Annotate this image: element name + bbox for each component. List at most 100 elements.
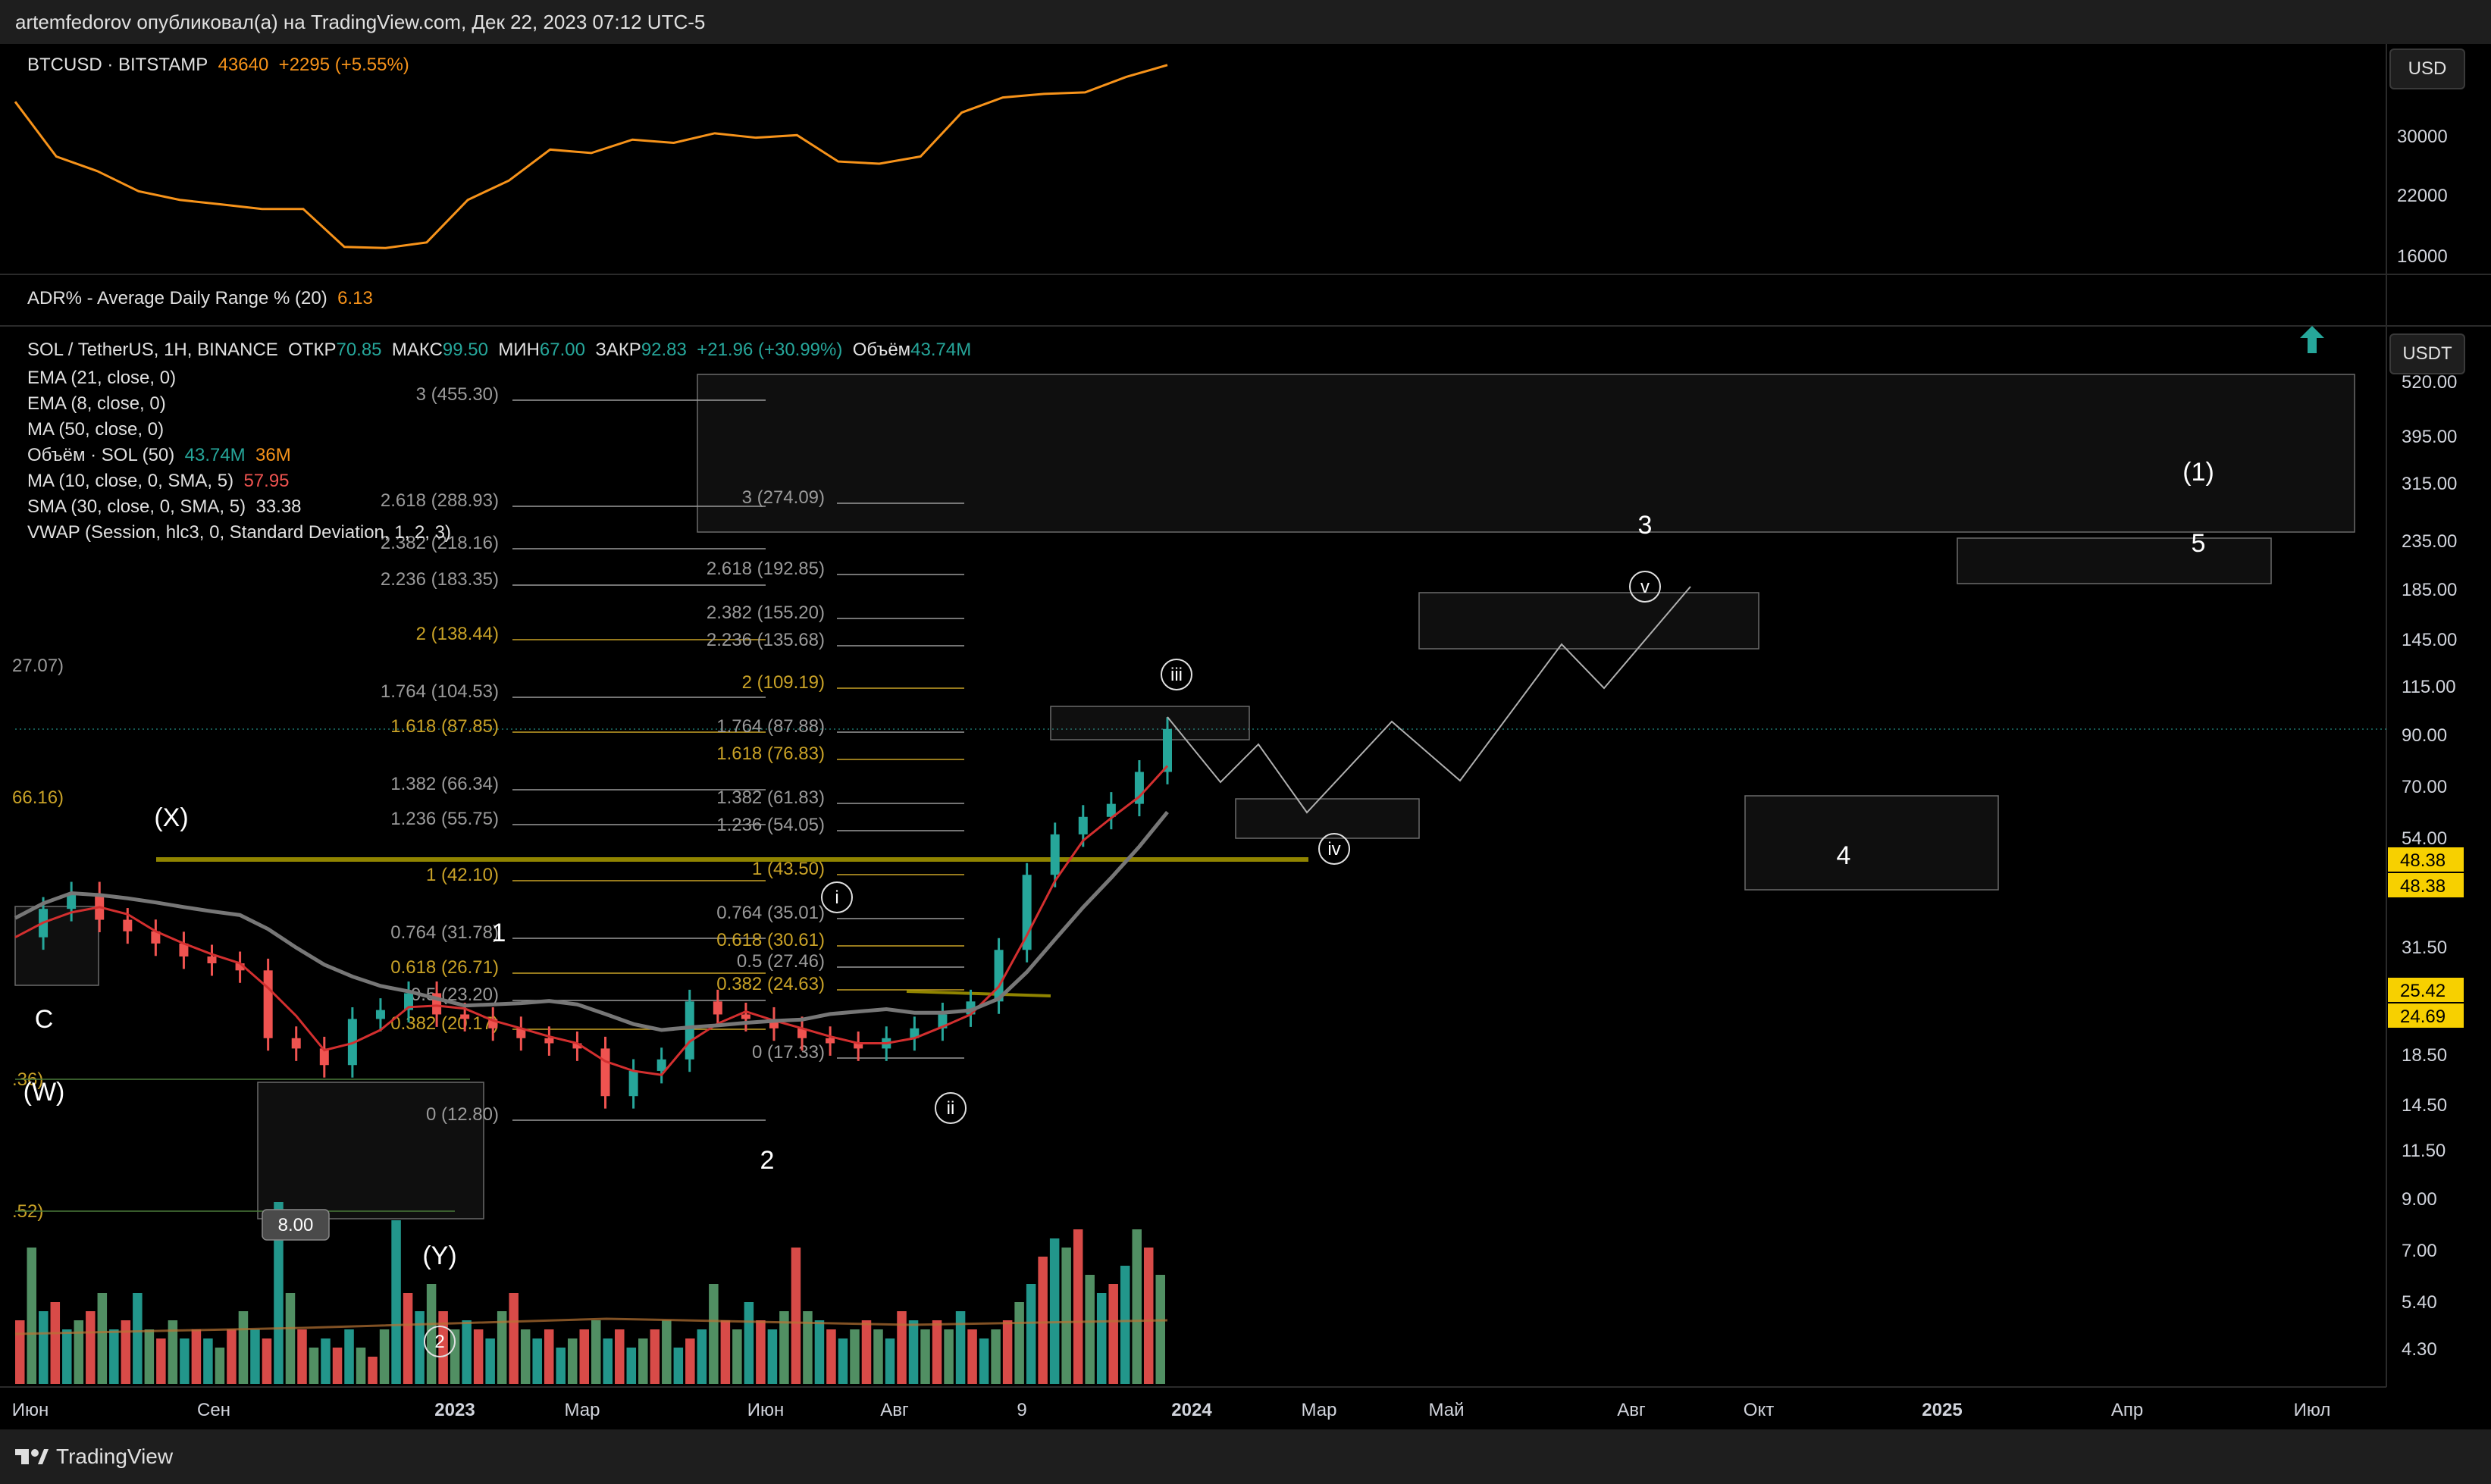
projection-box [1418,592,1759,650]
indicator-sma30[interactable]: SMA (30, close, 0, SMA, 5) 33.38 [27,494,451,520]
volume-bar [15,1320,25,1384]
candle-body [235,963,245,971]
fib-left-label: 1 (42.10) [426,865,499,885]
wave-label: ii [947,1098,955,1119]
volume-bar [50,1302,61,1384]
adr-value: 6.13 [337,288,373,308]
volume-bar [861,1320,872,1384]
open-label: ОТКР [288,340,337,360]
time-axis-tick: Май [1428,1400,1464,1420]
projection-box [1050,706,1250,740]
volume-bar [274,1202,284,1384]
volume-bar [180,1338,190,1384]
volume-bar [250,1329,260,1384]
projection-box [1235,798,1420,839]
time-axis-tick: Сен [197,1400,230,1420]
wave-label: 2 [434,1332,444,1352]
candle-body [628,1070,638,1097]
volume-bar [1049,1238,1060,1384]
price-axis-tick: 18.50 [2402,1045,2447,1066]
support-line [906,990,1051,997]
wave-label: iii [1170,665,1183,685]
fib-edge-label: 66.16) [12,787,64,808]
volume-bar [1061,1248,1071,1384]
high-value: 99.50 [442,340,488,360]
projection-box [257,1082,484,1219]
volume-bar [1026,1284,1036,1384]
main-currency-button[interactable]: USDT [2389,333,2465,374]
projection-path [1167,586,1691,814]
btc-price: 43640 [218,55,269,75]
fib-left-label: 1.382 (66.34) [390,774,499,794]
volume-bar [168,1320,178,1384]
indicator-volume[interactable]: Объём · SOL (50) 43.74M 36M [27,443,451,468]
price-tag-label: 24.69 [2400,1007,2446,1027]
volume-bar [732,1329,742,1384]
publish-header: artemfedorov опубликовал(а) на TradingVi… [0,0,2491,44]
tradingview-logo[interactable]: TradingView [15,1445,173,1469]
volume-bar [779,1311,789,1384]
candle-body [179,943,189,956]
price-axis-tick: 9.00 [2402,1189,2437,1210]
volume-bar [697,1329,707,1384]
time-axis-tick: Мар [565,1400,600,1420]
price-axis-tick: 520.00 [2402,372,2457,393]
indicator-volume-v1: 43.74M [184,445,246,465]
wave-label: 3 [1638,511,1653,540]
volume-bar [756,1320,766,1384]
time-axis-tick: Окт [1744,1400,1774,1420]
volume-bar [121,1320,131,1384]
fib-left-label: 0.764 (31.78) [390,922,499,943]
indicator-ma10[interactable]: MA (10, close, 0, SMA, 5) 57.95 [27,468,451,494]
volume-bar [426,1284,437,1384]
wave-label: (1) [2182,458,2214,487]
volume-bar [97,1293,108,1384]
indicator-vwap[interactable]: VWAP (Session, hlc3, 0, Standard Deviati… [27,522,451,543]
indicator-ma50[interactable]: MA (50, close, 0) [27,419,164,440]
fib-right-label: 2 (109.19) [742,672,825,693]
volume-bar [403,1293,413,1384]
price-tag [2388,978,2464,1002]
volume-bar [767,1329,778,1384]
volume-bar [473,1329,484,1384]
candle-body [910,1028,920,1038]
fib-right-label: 0.618 (30.61) [716,930,825,950]
projection-box [1957,537,2272,584]
time-axis-tick: Мар [1302,1400,1337,1420]
volume-bar [297,1329,307,1384]
wave-label: (X) [154,803,188,832]
volume-bar [908,1320,919,1384]
open-value: 70.85 [336,340,382,360]
btc-axis-tick: 22000 [2397,186,2448,206]
wave-label-circle [935,1092,967,1124]
volume-bar [509,1293,519,1384]
volume-bar [591,1320,601,1384]
volume-bar [673,1348,684,1384]
volume-bar [74,1320,84,1384]
volume-bar [450,1329,460,1384]
volume-bar [720,1320,731,1384]
volume-bar [744,1302,754,1384]
indicator-ema8[interactable]: EMA (8, close, 0) [27,393,166,414]
btc-legend: BTCUSD · BITSTAMP 43640 +2295 (+5.55%) [27,55,409,76]
wave-label: i [835,888,838,908]
volume-bar [838,1338,848,1384]
fib-left-label: 2.236 (183.35) [381,569,499,590]
btc-currency-button[interactable]: USD [2389,49,2465,89]
volume-bar [203,1338,213,1384]
volume-bar [238,1311,249,1384]
indicator-sma30-label: SMA (30, close, 0, SMA, 5) [27,496,246,517]
volume-bar [485,1338,495,1384]
volume-bar [532,1338,542,1384]
footer-bar: TradingView [0,1429,2491,1484]
volume-bar [873,1329,883,1384]
wave-label: (Y) [422,1241,456,1270]
volume-bar [39,1311,49,1384]
btc-axis-tick: 16000 [2397,246,2448,267]
price-axis-tick: 31.50 [2402,938,2447,958]
volume-bar [603,1338,613,1384]
price-axis-tick: 115.00 [2402,677,2456,697]
volume-bar [62,1329,72,1384]
indicator-ema21[interactable]: EMA (21, close, 0) [27,368,177,388]
